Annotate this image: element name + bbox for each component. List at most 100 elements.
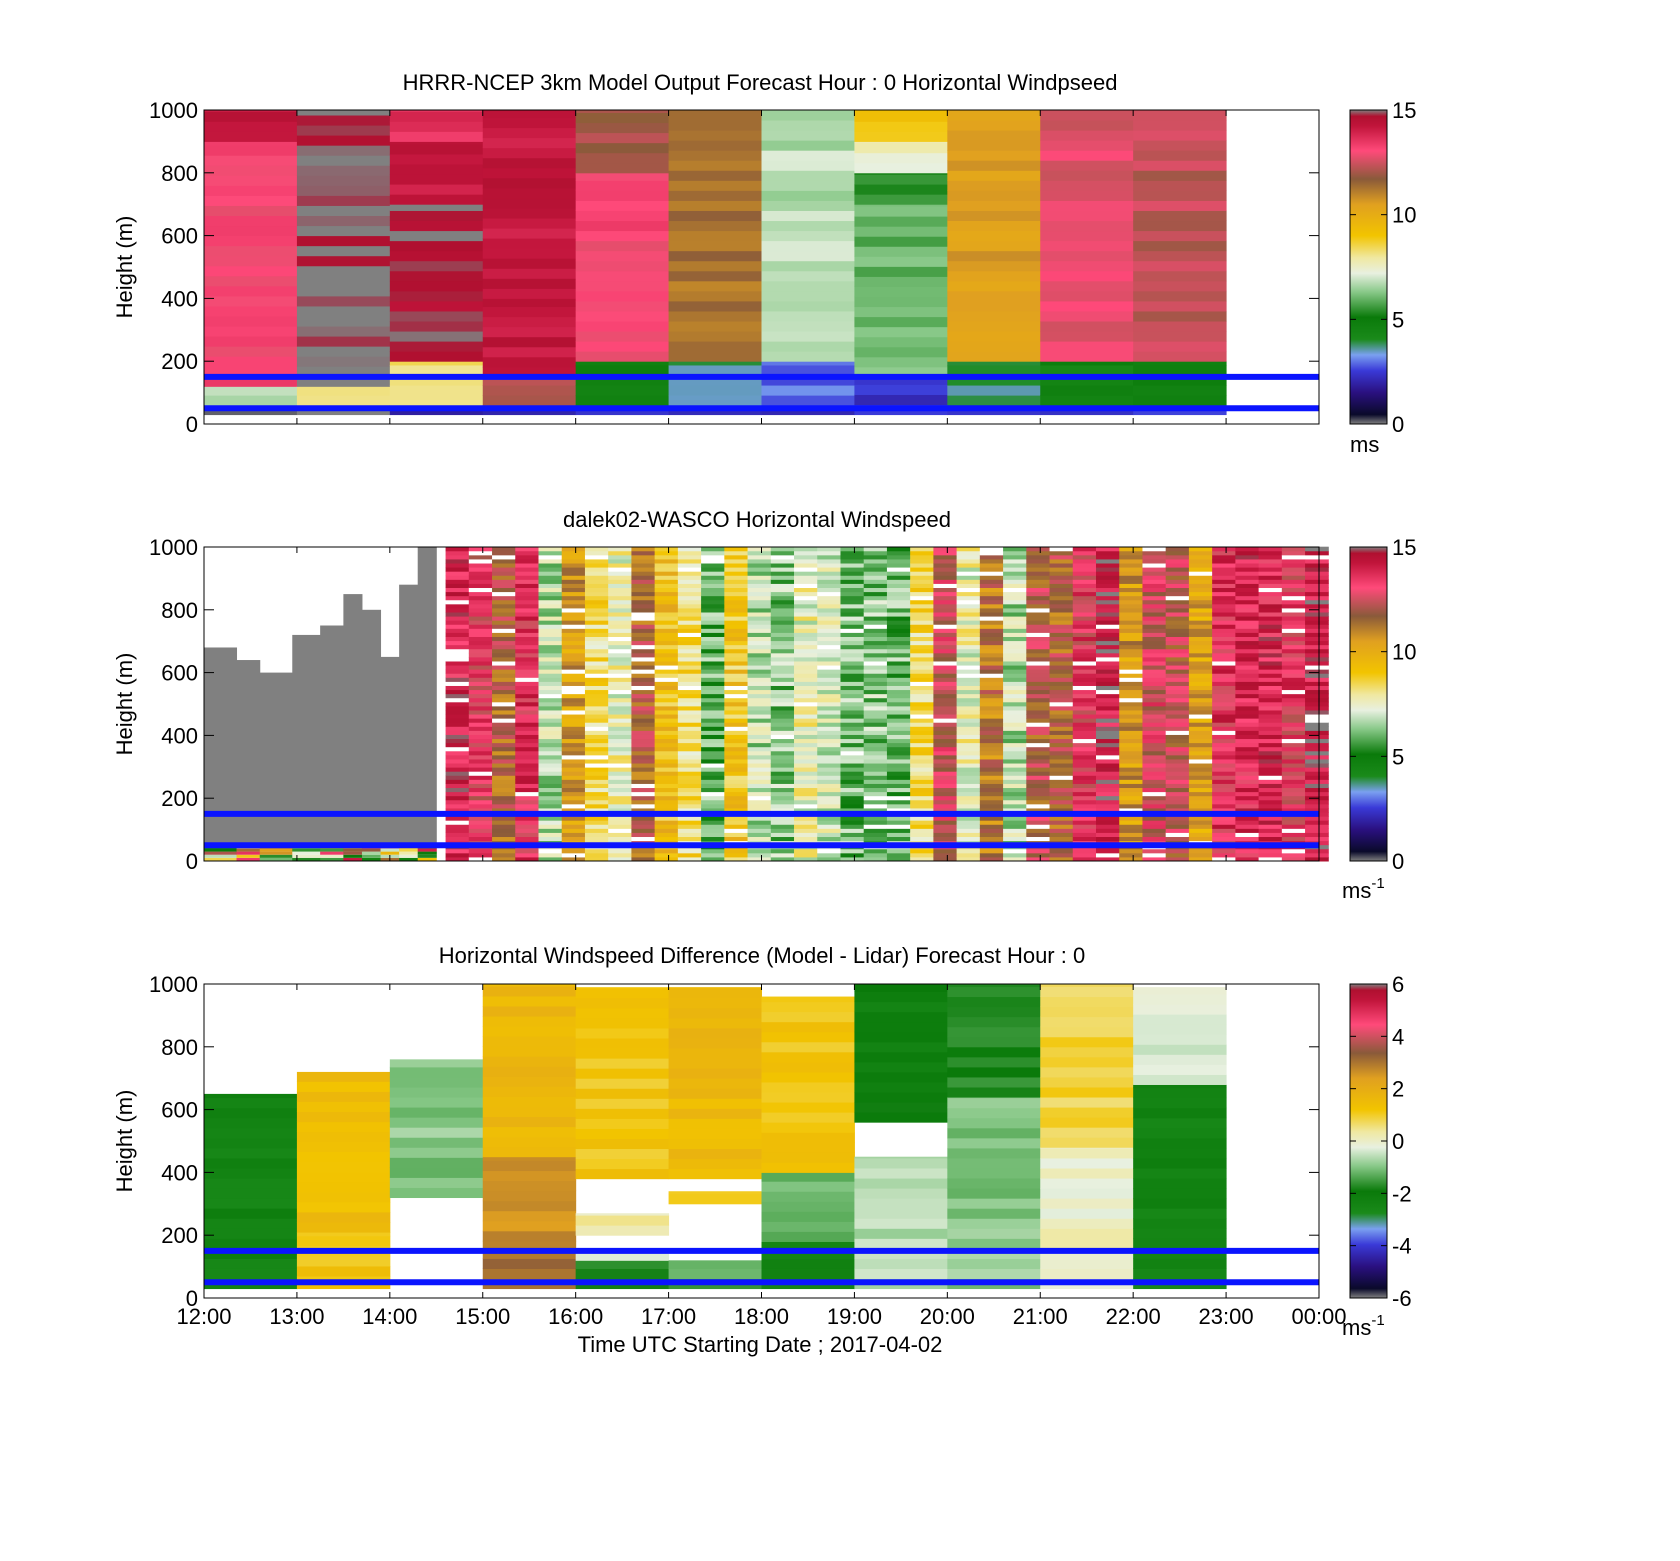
heatmap-cell bbox=[1258, 546, 1283, 552]
heatmap-cell bbox=[1188, 705, 1213, 711]
heatmap-cell bbox=[1281, 681, 1306, 686]
heatmap-cell bbox=[979, 563, 1004, 568]
heatmap-cell bbox=[538, 644, 563, 650]
heatmap-cell bbox=[933, 803, 958, 809]
y-tick-label: 600 bbox=[161, 661, 198, 686]
heatmap-cell bbox=[575, 1088, 670, 1099]
colorbar-tick-label: 5 bbox=[1392, 307, 1404, 332]
heatmap-cell bbox=[468, 828, 493, 833]
heatmap-cell bbox=[701, 571, 725, 576]
heatmap-cell bbox=[854, 236, 948, 247]
heatmap-cell bbox=[654, 783, 679, 789]
heatmap-cell bbox=[724, 852, 749, 858]
heatmap-cell bbox=[863, 701, 888, 707]
heatmap-cell bbox=[817, 620, 841, 625]
heatmap-cell bbox=[608, 824, 632, 829]
heatmap-cell bbox=[1096, 726, 1120, 731]
heatmap-cell bbox=[1212, 558, 1236, 564]
heatmap-cell bbox=[761, 1241, 855, 1249]
heatmap-cell bbox=[1096, 677, 1120, 682]
heatmap-cell bbox=[817, 628, 841, 633]
heatmap-cell bbox=[631, 636, 656, 642]
heatmap-cell bbox=[770, 644, 795, 650]
heatmap-cell bbox=[933, 595, 958, 601]
heatmap-cell bbox=[1235, 673, 1260, 678]
y-axis-label: Height (m) bbox=[112, 1090, 137, 1193]
heatmap-cell bbox=[1165, 791, 1190, 797]
heatmap-cell bbox=[654, 660, 679, 666]
heatmap-cell bbox=[1142, 693, 1167, 699]
heatmap-cell bbox=[468, 640, 493, 646]
heatmap-cell bbox=[654, 722, 679, 727]
colorbar-tick-label: 10 bbox=[1392, 203, 1416, 228]
heatmap-cell bbox=[631, 644, 656, 650]
heatmap-cell bbox=[1003, 799, 1027, 805]
heatmap-cell bbox=[701, 828, 725, 833]
heatmap-cell bbox=[1165, 644, 1190, 650]
heatmap-cell bbox=[1235, 681, 1260, 686]
heatmap-cell bbox=[1188, 779, 1213, 784]
colorbar-unit-exponent: -1 bbox=[1371, 875, 1384, 892]
heatmap-cell bbox=[1212, 669, 1236, 674]
heatmap-cell bbox=[863, 558, 888, 564]
heatmap-cell bbox=[1096, 611, 1120, 617]
heatmap-cell bbox=[886, 856, 911, 862]
heatmap-cell bbox=[761, 1172, 855, 1182]
heatmap-cell bbox=[296, 1201, 391, 1213]
heatmap-cell bbox=[817, 795, 841, 801]
heatmap-cell bbox=[1212, 632, 1236, 637]
heatmap-cell bbox=[445, 567, 470, 572]
heatmap-cell bbox=[561, 648, 586, 654]
heatmap-cell bbox=[979, 799, 1004, 805]
heatmap-cell bbox=[1212, 803, 1236, 809]
heatmap-cell bbox=[204, 295, 298, 307]
heatmap-cell bbox=[1003, 652, 1027, 658]
heatmap-cell bbox=[677, 673, 702, 678]
heatmap-cell bbox=[1142, 783, 1167, 789]
heatmap-cell bbox=[1188, 611, 1213, 617]
heatmap-cell bbox=[492, 575, 516, 580]
heatmap-cell bbox=[979, 771, 1004, 776]
heatmap-cell bbox=[761, 1268, 855, 1280]
heatmap-cell bbox=[1119, 587, 1143, 593]
heatmap-cell bbox=[445, 783, 470, 789]
heatmap-cell bbox=[817, 824, 841, 829]
heatmap-cell bbox=[886, 730, 911, 735]
heatmap-cell bbox=[979, 848, 1004, 854]
heatmap-cell bbox=[854, 336, 948, 348]
heatmap-cell bbox=[863, 848, 888, 854]
heatmap-cell bbox=[1003, 546, 1027, 552]
heatmap-cell bbox=[1212, 648, 1236, 654]
heatmap-cell bbox=[770, 563, 795, 568]
heatmap-cell bbox=[1305, 709, 1329, 715]
heatmap-cell bbox=[584, 677, 609, 682]
heatmap-cell bbox=[1305, 738, 1329, 744]
heatmap-cell bbox=[817, 783, 841, 789]
heatmap-cell bbox=[1119, 832, 1143, 838]
heatmap-cell bbox=[561, 820, 586, 825]
heatmap-cell bbox=[343, 848, 363, 852]
heatmap-cell bbox=[933, 709, 958, 715]
heatmap-cell bbox=[1258, 775, 1283, 780]
heatmap-cell bbox=[979, 595, 1004, 601]
heatmap-cell bbox=[1096, 693, 1120, 699]
heatmap-cell bbox=[761, 170, 855, 181]
heatmap-cell bbox=[389, 290, 484, 302]
heatmap-cell bbox=[817, 624, 841, 629]
heatmap-cell bbox=[854, 204, 948, 207]
heatmap-cell bbox=[631, 685, 656, 691]
heatmap-cell bbox=[794, 742, 818, 748]
heatmap-cell bbox=[389, 341, 484, 352]
heatmap-cell bbox=[468, 616, 493, 621]
heatmap-cell bbox=[561, 587, 586, 593]
heatmap-cell bbox=[468, 681, 493, 686]
heatmap-cell bbox=[677, 807, 702, 813]
heatmap-cell bbox=[468, 554, 493, 560]
heatmap-cell bbox=[361, 851, 382, 855]
heatmap-cell bbox=[482, 177, 577, 189]
heatmap-cell bbox=[492, 599, 516, 605]
heatmap-cell bbox=[389, 164, 484, 175]
heatmap-cell bbox=[654, 771, 679, 776]
heatmap-cell bbox=[956, 591, 981, 597]
heatmap-cell bbox=[770, 660, 795, 666]
